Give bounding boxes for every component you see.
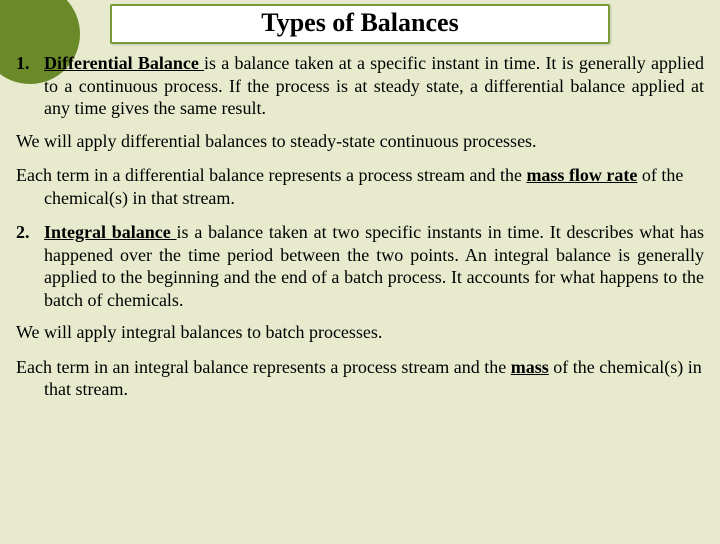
term-integral: Integral balance (44, 222, 177, 242)
title-box: Types of Balances (110, 4, 610, 44)
list-number-2: 2. (16, 221, 44, 311)
list-item-2: 2. Integral balance is a balance taken a… (16, 221, 704, 311)
p2-bold: mass flow rate (526, 165, 637, 185)
p4-before: Each term in an integral balance represe… (16, 357, 511, 377)
term-differential: Differential Balance (44, 53, 204, 73)
p2-before: Each term in a differential balance repr… (16, 165, 526, 185)
list-item-1: 1. Differential Balance is a balance tak… (16, 52, 704, 120)
paragraph-4: Each term in an integral balance represe… (16, 356, 704, 401)
slide-content: 1. Differential Balance is a balance tak… (0, 44, 720, 423)
slide-title: Types of Balances (112, 8, 608, 38)
paragraph-3: We will apply integral balances to batch… (16, 321, 704, 344)
paragraph-2: Each term in a differential balance repr… (16, 164, 704, 209)
list-number-1: 1. (16, 52, 44, 120)
paragraph-1: We will apply differential balances to s… (16, 130, 704, 153)
list-body-1: Differential Balance is a balance taken … (44, 52, 704, 120)
p4-bold: mass (511, 357, 549, 377)
list-body-2: Integral balance is a balance taken at t… (44, 221, 704, 311)
